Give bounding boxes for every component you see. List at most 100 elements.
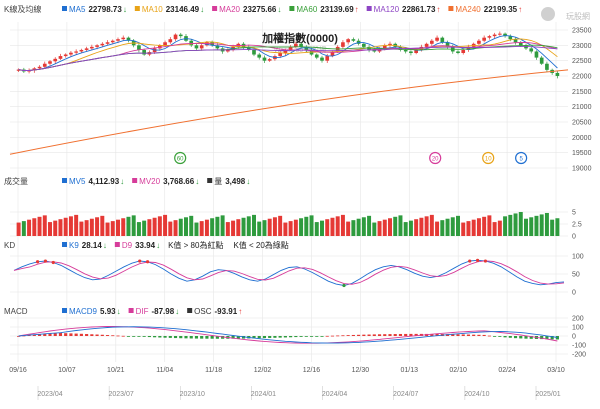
candle-body	[79, 49, 84, 52]
kd-y-tick: 100	[572, 254, 584, 261]
osc-bar	[451, 334, 455, 336]
volume-bar	[482, 216, 487, 236]
candle-body	[189, 40, 194, 46]
volume-bar	[21, 221, 26, 236]
price-legend-name-0: MA5	[69, 5, 86, 14]
macd9-line	[18, 326, 558, 344]
month-tick: 2024/01	[251, 391, 276, 398]
candle-body	[246, 46, 251, 50]
volume-bar	[37, 216, 42, 236]
candle-body	[226, 49, 230, 52]
osc-bar	[367, 334, 371, 336]
logo-text: 玩股網	[566, 11, 590, 21]
macd-legend-name-0: MACD9	[69, 307, 98, 316]
candle-body	[325, 56, 330, 61]
candle-body	[330, 51, 335, 57]
osc-bar	[116, 335, 120, 337]
osc-bar	[414, 333, 418, 336]
kd-legend-name-0: K9	[69, 241, 79, 250]
volume-legend: MV5 4,112.93 ↓ MV20 3,768.66 ↓ 量 3,498 ↓	[62, 177, 250, 186]
osc-bar	[221, 336, 225, 339]
macd-y-tick: 100	[572, 325, 584, 332]
volume-bar	[173, 220, 178, 236]
candle-body	[424, 43, 429, 47]
volume-bar	[513, 213, 518, 236]
candle-body	[466, 46, 471, 50]
macd-legend-name-1: DIF	[136, 307, 149, 316]
kd-overbought-dot	[35, 260, 40, 264]
price-legend-swatch-1	[134, 6, 140, 11]
ma5-line	[18, 35, 558, 71]
candle-body	[445, 42, 450, 47]
volume-bar	[210, 218, 215, 236]
volume-bar	[408, 220, 413, 236]
osc-bar	[545, 336, 549, 340]
kd-overbought-dot	[43, 259, 48, 263]
osc-bar	[289, 336, 293, 338]
volume-bar	[157, 216, 162, 236]
candle-body	[372, 49, 377, 52]
volume-bar	[147, 219, 152, 236]
candle-body	[95, 45, 99, 47]
volume-bar	[309, 215, 314, 236]
kd-panel-label: KD	[4, 241, 15, 250]
osc-bar	[257, 336, 261, 339]
osc-bar	[252, 336, 256, 339]
macd-legend-arrow-0: ↓	[117, 307, 121, 316]
signal-marker-circle	[482, 151, 495, 165]
price-legend-swatch-3	[289, 6, 295, 11]
candle-body	[388, 43, 392, 46]
price-y-tick: 19500	[572, 150, 592, 157]
candle-body	[498, 33, 502, 35]
candle-body	[84, 48, 89, 50]
volume-bar	[419, 217, 424, 236]
volume-bar	[393, 216, 398, 236]
osc-bar	[320, 336, 324, 337]
date-tick: 02/10	[449, 367, 467, 374]
macd-y-tick: -100	[572, 343, 586, 350]
price-legend-value-0: 22798.73	[88, 5, 122, 14]
candle-body	[508, 36, 513, 40]
osc-bar	[105, 335, 110, 336]
candle-body	[262, 57, 267, 61]
volume-bar	[204, 219, 209, 236]
volume-bar	[257, 221, 262, 236]
volume-bar	[471, 219, 476, 236]
volume-bar	[283, 222, 288, 236]
osc-bar	[27, 335, 31, 336]
candle-body	[518, 42, 523, 46]
volume-y-tick: 2.5	[572, 222, 582, 229]
osc-bar	[498, 336, 502, 337]
volume-legend-arrow-1: ↓	[195, 177, 199, 186]
osc-bar	[142, 336, 146, 337]
candle-body	[320, 57, 324, 61]
candle-body	[163, 42, 167, 46]
candle-body	[100, 43, 105, 46]
price-y-tick: 20500	[572, 120, 592, 127]
price-y-tick: 21500	[572, 89, 592, 96]
candle-body	[403, 49, 408, 52]
volume-bar	[236, 219, 241, 236]
osc-bar	[184, 336, 188, 339]
volume-y-tick: 5	[572, 210, 576, 217]
volume-bar	[539, 214, 544, 236]
volume-bar	[335, 216, 340, 236]
dif-line	[18, 326, 558, 344]
volume-bar	[398, 215, 403, 236]
candle-body	[257, 54, 262, 58]
volume-y-tick: 0	[572, 234, 576, 241]
macd-panel-label: MACD	[4, 307, 28, 316]
macd-y-tick: 200	[572, 316, 584, 323]
volume-bar	[555, 218, 560, 236]
osc-bar	[163, 336, 167, 338]
kd-note-0: K值 > 80為紅點	[168, 240, 223, 250]
candle-body	[283, 49, 288, 53]
month-tick: 2024/10	[464, 391, 489, 398]
osc-bar	[466, 334, 471, 336]
volume-bar	[456, 215, 460, 236]
osc-bar	[472, 334, 476, 336]
candle-body	[27, 70, 31, 72]
volume-bar	[492, 222, 497, 236]
volume-bar	[252, 214, 256, 236]
